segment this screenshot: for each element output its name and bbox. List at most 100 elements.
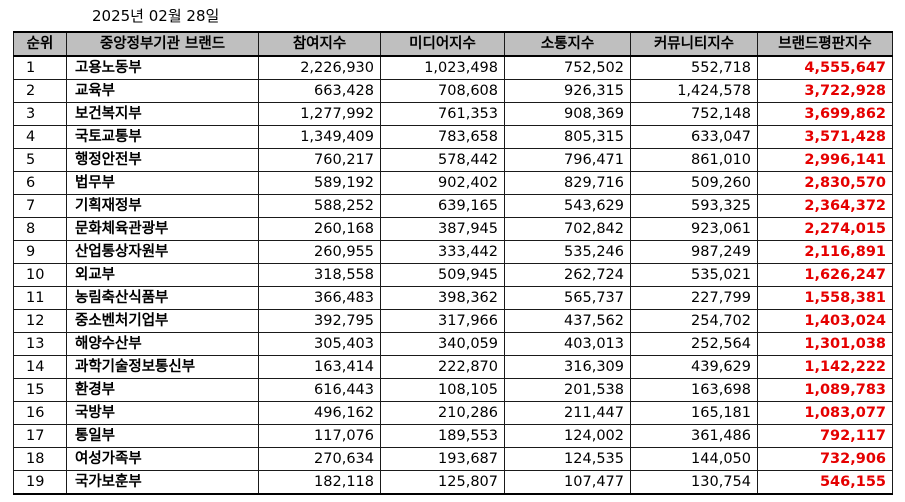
agency-name-cell: 여성가족부 [66,447,259,471]
communication-index-cell: 565,737 [504,286,631,310]
brand-reputation-index-cell: 2,116,891 [757,240,893,264]
rank-cell: 18 [13,447,67,471]
community-index-cell: 144,050 [630,447,758,471]
rank-cell: 5 [13,148,67,172]
participation-index-cell: 2,226,930 [258,55,381,80]
agency-name-cell: 해양수산부 [66,332,259,356]
media-index-cell: 387,945 [380,217,505,241]
media-index-cell: 761,353 [380,102,505,126]
community-index-cell: 254,702 [630,309,758,333]
media-index-cell: 317,966 [380,309,505,333]
participation-index-cell: 305,403 [258,332,381,356]
community-index-cell: 130,754 [630,470,758,495]
table-row: 13 해양수산부 305,403 340,059 403,013 252,564 1,301… [13,332,893,356]
brand-reputation-index-cell: 1,142,222 [757,355,893,379]
agency-name-cell: 법무부 [66,171,259,195]
table-row: 2 교육부 663,428 708,608 926,315 1,424,578 3,722,… [13,79,893,103]
community-index-cell: 593,325 [630,194,758,218]
brand-reputation-index-cell: 2,274,015 [757,217,893,241]
agency-name-cell: 기획재정부 [66,194,259,218]
media-index-cell: 193,687 [380,447,505,471]
communication-index-cell: 829,716 [504,171,631,195]
brand-reputation-index-cell: 2,830,570 [757,171,893,195]
media-index-cell: 210,286 [380,401,505,425]
rank-cell: 15 [13,378,67,402]
rank-cell: 6 [13,171,67,195]
agency-name-cell: 국토교통부 [66,125,259,149]
media-index-cell: 333,442 [380,240,505,264]
media-index-cell: 1,023,498 [380,55,505,80]
communication-index-cell: 107,477 [504,470,631,495]
agency-name-cell: 농림축산식품부 [66,286,259,310]
participation-index-cell: 588,252 [258,194,381,218]
participation-index-cell: 117,076 [258,424,381,448]
community-index-cell: 361,486 [630,424,758,448]
communication-index-cell: 752,502 [504,55,631,80]
rank-cell: 13 [13,332,67,356]
table-row: 4 국토교통부 1,349,409 783,658 805,315 633,047 3,57… [13,125,893,149]
header-communication-index: 소통지수 [504,31,631,57]
rank-cell: 4 [13,125,67,149]
participation-index-cell: 1,277,992 [258,102,381,126]
communication-index-cell: 262,724 [504,263,631,287]
header-brand-reputation-index: 브랜드평판지수 [757,31,893,57]
header-community-index: 커뮤니티지수 [630,31,758,57]
media-index-cell: 340,059 [380,332,505,356]
communication-index-cell: 796,471 [504,148,631,172]
participation-index-cell: 392,795 [258,309,381,333]
header-row: 순위 중앙정부기관 브랜드 참여지수 미디어지수 소통지수 커뮤니티지수 브랜드… [13,31,893,57]
community-index-cell: 252,564 [630,332,758,356]
agency-name-cell: 고용노동부 [66,55,259,80]
media-index-cell: 125,807 [380,470,505,495]
table-row: 11 농림축산식품부 366,483 398,362 565,737 227,799 1,5… [13,286,893,310]
header-agency-brand: 중앙정부기관 브랜드 [66,31,259,57]
communication-index-cell: 908,369 [504,102,631,126]
brand-reputation-index-cell: 546,155 [757,470,893,495]
table-row: 10 외교부 318,558 509,945 262,724 535,021 1,626,2… [13,263,893,287]
community-index-cell: 861,010 [630,148,758,172]
media-index-cell: 902,402 [380,171,505,195]
table-row: 12 중소벤처기업부 392,795 317,966 437,562 254,702 1,4… [13,309,893,333]
table-row: 1 고용노동부 2,226,930 1,023,498 752,502 552,718 4,… [13,55,893,80]
rank-cell: 12 [13,309,67,333]
table-row: 17 통일부 117,076 189,553 124,002 361,486 792,117 [13,424,893,448]
agency-name-cell: 환경부 [66,378,259,402]
rank-cell: 7 [13,194,67,218]
community-index-cell: 1,424,578 [630,79,758,103]
brand-reputation-index-cell: 1,558,381 [757,286,893,310]
brand-reputation-index-cell: 3,722,928 [757,79,893,103]
participation-index-cell: 318,558 [258,263,381,287]
community-index-cell: 163,698 [630,378,758,402]
participation-index-cell: 163,414 [258,355,381,379]
agency-name-cell: 산업통상자원부 [66,240,259,264]
brand-reputation-index-cell: 792,117 [757,424,893,448]
media-index-cell: 783,658 [380,125,505,149]
brand-reputation-index-cell: 1,626,247 [757,263,893,287]
table-row: 3 보건복지부 1,277,992 761,353 908,369 752,148 3,69… [13,102,893,126]
participation-index-cell: 616,443 [258,378,381,402]
brand-reputation-index-cell: 1,403,024 [757,309,893,333]
rank-cell: 8 [13,217,67,241]
participation-index-cell: 366,483 [258,286,381,310]
participation-index-cell: 663,428 [258,79,381,103]
community-index-cell: 535,021 [630,263,758,287]
media-index-cell: 639,165 [380,194,505,218]
header-media-index: 미디어지수 [380,31,505,57]
community-index-cell: 227,799 [630,286,758,310]
communication-index-cell: 926,315 [504,79,631,103]
rank-cell: 17 [13,424,67,448]
table-row: 15 환경부 616,443 108,105 201,538 163,698 1,089,7… [13,378,893,402]
brand-reputation-index-cell: 732,906 [757,447,893,471]
rank-cell: 1 [13,55,67,80]
participation-index-cell: 1,349,409 [258,125,381,149]
table-body: 1 고용노동부 2,226,930 1,023,498 752,502 552,718 4,… [13,55,893,495]
table-row: 14 과학기술정보통신부 163,414 222,870 316,309 439,629 1… [13,355,893,379]
communication-index-cell: 543,629 [504,194,631,218]
community-index-cell: 987,249 [630,240,758,264]
rank-cell: 16 [13,401,67,425]
community-index-cell: 509,260 [630,171,758,195]
media-index-cell: 398,362 [380,286,505,310]
brand-reputation-index-cell: 3,571,428 [757,125,893,149]
table-row: 8 문화체육관광부 260,168 387,945 702,842 923,061 2,27… [13,217,893,241]
table-header: 순위 중앙정부기관 브랜드 참여지수 미디어지수 소통지수 커뮤니티지수 브랜드… [13,31,893,57]
